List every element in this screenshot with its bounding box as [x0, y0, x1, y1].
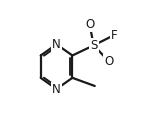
Text: O: O — [104, 55, 114, 68]
Text: O: O — [85, 18, 94, 32]
Text: S: S — [90, 39, 97, 52]
Text: N: N — [52, 82, 61, 96]
Text: N: N — [52, 38, 61, 51]
Text: F: F — [111, 29, 117, 42]
